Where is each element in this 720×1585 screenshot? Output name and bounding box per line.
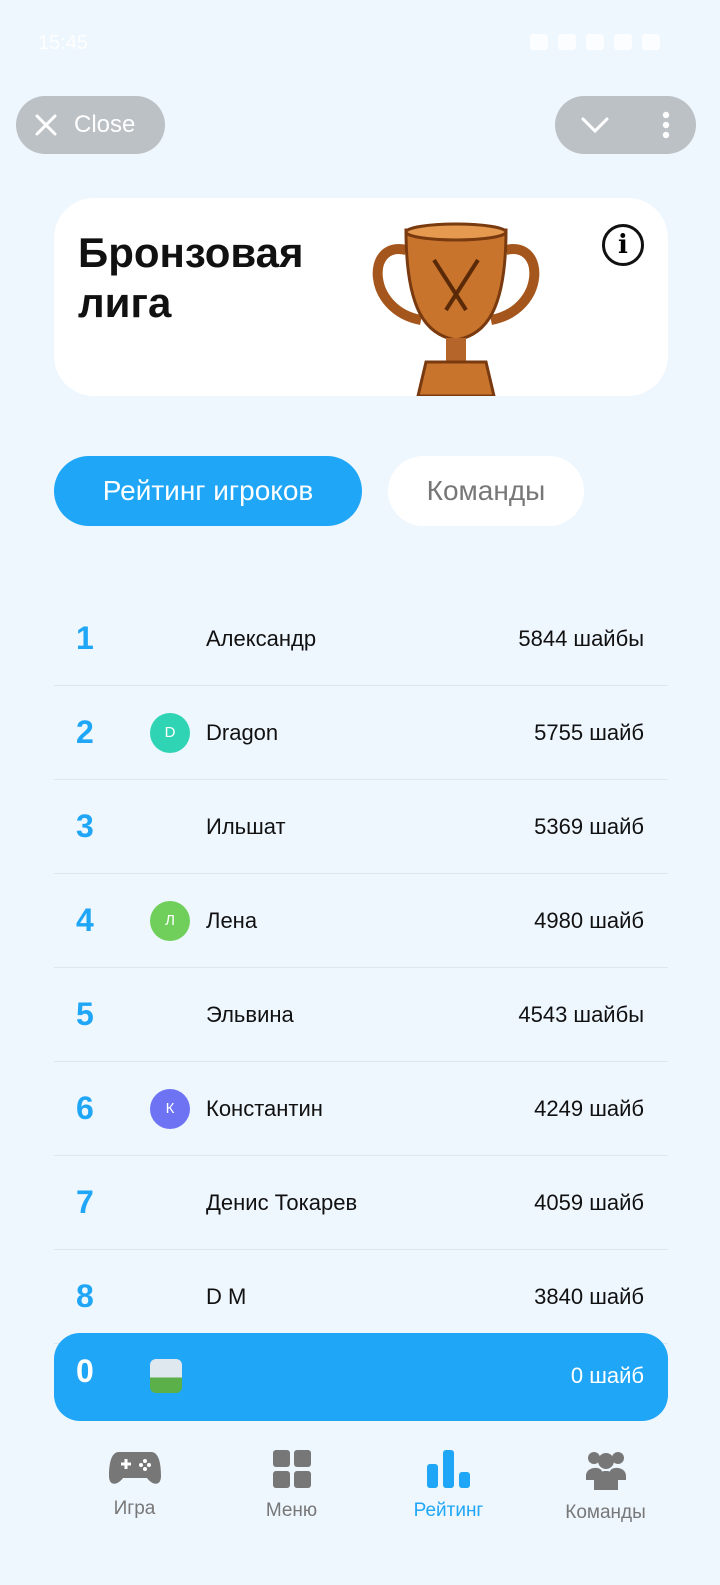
avatar: D: [150, 712, 190, 753]
grid-icon: [272, 1450, 311, 1488]
player-name: Александр: [206, 625, 317, 651]
nav-game[interactable]: Игра: [56, 1450, 213, 1524]
nav-rating[interactable]: Рейтинг: [370, 1450, 527, 1524]
player-score: 5755 шайб: [534, 719, 644, 745]
player-rank: 2: [76, 714, 94, 750]
league-title: Бронзовая лига: [78, 229, 304, 326]
bar-chart-icon: [426, 1450, 470, 1488]
close-button[interactable]: Close: [16, 96, 165, 154]
player-name: D M: [206, 1283, 247, 1309]
my-rank-row[interactable]: 0 0 шайб: [54, 1333, 668, 1421]
avatar: К: [150, 1088, 190, 1129]
player-score: 5844 шайбы: [518, 625, 644, 651]
tab-player-rating[interactable]: Рейтинг игроков: [54, 456, 362, 526]
avatar: Л: [150, 900, 190, 941]
nav-teams[interactable]: Команды: [527, 1450, 684, 1524]
leaderboard-row[interactable]: 2 D Dragon 5755 шайб: [54, 686, 668, 780]
league-card: Бронзовая лига i: [54, 198, 668, 396]
leaderboard-list: 1 Александр 5844 шайбы 2 D Dragon 5755 шайб 3 Ил…: [54, 592, 668, 1344]
player-score: 4059 шайб: [534, 1189, 644, 1215]
player-rank: 1: [76, 620, 94, 656]
nav-label: Игра: [113, 1498, 156, 1519]
player-name: Лена: [206, 907, 258, 933]
nav-label: Меню: [265, 1500, 318, 1521]
leaderboard-row[interactable]: 7 Денис Токарев 4059 шайб: [54, 1156, 668, 1250]
player-score: 3840 шайб: [534, 1283, 644, 1309]
player-score: 4543 шайбы: [518, 1001, 644, 1027]
trophy-icon: [372, 222, 540, 396]
my-rank: 0: [76, 1353, 94, 1389]
player-name: Денис Токарев: [206, 1189, 358, 1215]
leaderboard-row[interactable]: 4 Л Лена 4980 шайб: [54, 874, 668, 968]
player-name: Эльвина: [206, 1001, 294, 1027]
player-rank: 6: [76, 1090, 94, 1126]
status-icons: [530, 34, 660, 50]
player-name: Константин: [206, 1095, 323, 1121]
broken-image-icon: [150, 1359, 182, 1393]
nav-menu[interactable]: Меню: [213, 1450, 370, 1524]
player-rank: 5: [76, 996, 94, 1032]
gamepad-icon: [108, 1452, 161, 1484]
player-name: Ильшат: [206, 813, 286, 839]
users-icon: [585, 1452, 626, 1490]
tab-teams[interactable]: Команды: [388, 456, 584, 526]
nav-label: Команды: [565, 1502, 646, 1523]
nav-label: Рейтинг: [413, 1500, 484, 1521]
player-score: 4980 шайб: [534, 907, 644, 933]
close-icon: [35, 114, 57, 136]
my-score: 0 шайб: [570, 1363, 644, 1388]
status-time: 15:45: [38, 32, 89, 54]
player-rank: 7: [76, 1184, 94, 1220]
close-label: Close: [74, 111, 136, 138]
player-name: Dragon: [206, 719, 279, 745]
leaderboard-row[interactable]: 5 Эльвина 4543 шайбы: [54, 968, 668, 1062]
chevron-down-icon[interactable]: [581, 116, 609, 134]
player-rank: 8: [76, 1278, 94, 1314]
player-rank: 4: [76, 902, 94, 938]
more-vertical-icon[interactable]: [662, 111, 670, 139]
leaderboard-row[interactable]: 8 D M 3840 шайб: [54, 1250, 668, 1344]
player-rank: 3: [76, 808, 94, 844]
leaderboard-row[interactable]: 3 Ильшат 5369 шайб: [54, 780, 668, 874]
top-actions: [555, 96, 696, 154]
player-score: 4249 шайб: [534, 1095, 644, 1121]
leaderboard-row[interactable]: 6 К Константин 4249 шайб: [54, 1062, 668, 1156]
info-icon[interactable]: i: [602, 224, 644, 266]
bottom-nav: Игра Меню Рейтинг Команды: [0, 1450, 720, 1524]
player-score: 5369 шайб: [534, 813, 644, 839]
leaderboard-row[interactable]: 1 Александр 5844 шайбы: [54, 592, 668, 686]
